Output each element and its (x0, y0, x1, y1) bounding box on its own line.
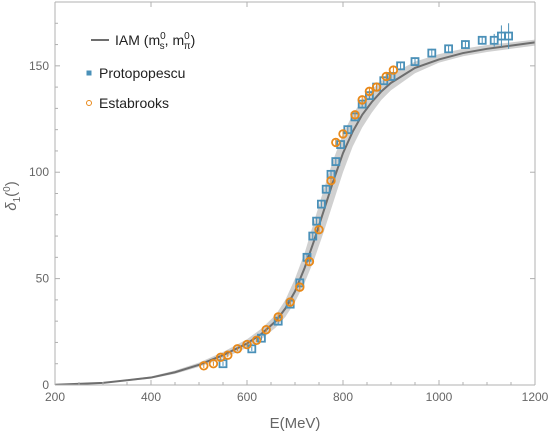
estabrooks-point (273, 312, 283, 322)
estabrooks-point (350, 110, 360, 120)
estabrooks-point (223, 350, 233, 360)
protopopescu-point (504, 31, 514, 41)
y-axis-title: δ1(0) (2, 181, 23, 210)
x-tick-label: 400 (141, 390, 161, 404)
estabrooks-point (295, 282, 305, 292)
protopopescu-point (256, 333, 266, 343)
estabrooks-point (371, 82, 382, 92)
iam-band-layer (55, 39, 535, 385)
protopopescu-point (308, 231, 318, 241)
protopopescu-point (427, 48, 437, 58)
estabrooks-point (388, 65, 399, 75)
estabrooks-point (338, 129, 348, 139)
protopopescu-point (312, 216, 322, 226)
estabrooks-layer (199, 65, 399, 371)
estabrooks-point (285, 297, 295, 307)
tick-layer: 200 400 600 800 1000 1200 0 50 100 150 (29, 2, 549, 404)
y-tick-label: 50 (36, 272, 50, 286)
estabrooks-point (199, 361, 209, 371)
x-tick-label: 200 (45, 390, 65, 404)
x-tick-label: 800 (333, 390, 353, 404)
legend-estabrooks-label: Estabrooks (99, 95, 169, 111)
x-tick-label: 600 (237, 390, 257, 404)
protopopescu-point (336, 140, 346, 149)
legend-protopopescu-label: Protopopescu (99, 65, 185, 81)
protopopescu-point (396, 61, 406, 71)
protopopescu-point (477, 35, 487, 45)
x-axis-title: E(MeV) (270, 415, 321, 432)
iam-line-layer (55, 41, 535, 385)
protopopescu-point (460, 40, 470, 49)
estabrooks-point (314, 224, 324, 235)
estabrooks-point (261, 324, 271, 335)
legend: IAM (m0 s, m0 π) Protopopescu Estabrooks (86, 31, 195, 111)
estabrooks-point (251, 335, 262, 346)
legend-estabrooks-marker (86, 100, 92, 106)
protopopescu-point (410, 57, 420, 66)
legend-protopopescu-marker (86, 70, 92, 76)
legend-iam-label: IAM (m0 s, m0 π) (115, 31, 195, 52)
estabrooks-point (357, 95, 367, 105)
estabrooks-point (326, 176, 336, 186)
iam-uncertainty-band (55, 39, 535, 385)
protopopescu-point (331, 157, 341, 166)
protopopescu-layer (218, 23, 514, 369)
estabrooks-point (381, 71, 391, 82)
y-tick-label: 100 (29, 165, 49, 179)
protopopescu-point (321, 184, 331, 194)
iam-line (55, 41, 535, 385)
x-tick-label: 1000 (426, 390, 453, 404)
y-tick-label: 150 (29, 59, 49, 73)
estabrooks-point (232, 344, 243, 354)
estabrooks-point (331, 137, 341, 148)
x-tick-label: 1200 (522, 390, 549, 404)
protopopescu-point (444, 44, 454, 54)
y-tick-label: 0 (42, 378, 49, 392)
estabrooks-point (304, 256, 315, 267)
protopopescu-point (316, 199, 326, 209)
estabrooks-point (242, 339, 252, 350)
estabrooks-point (208, 359, 219, 369)
estabrooks-point (364, 86, 375, 97)
